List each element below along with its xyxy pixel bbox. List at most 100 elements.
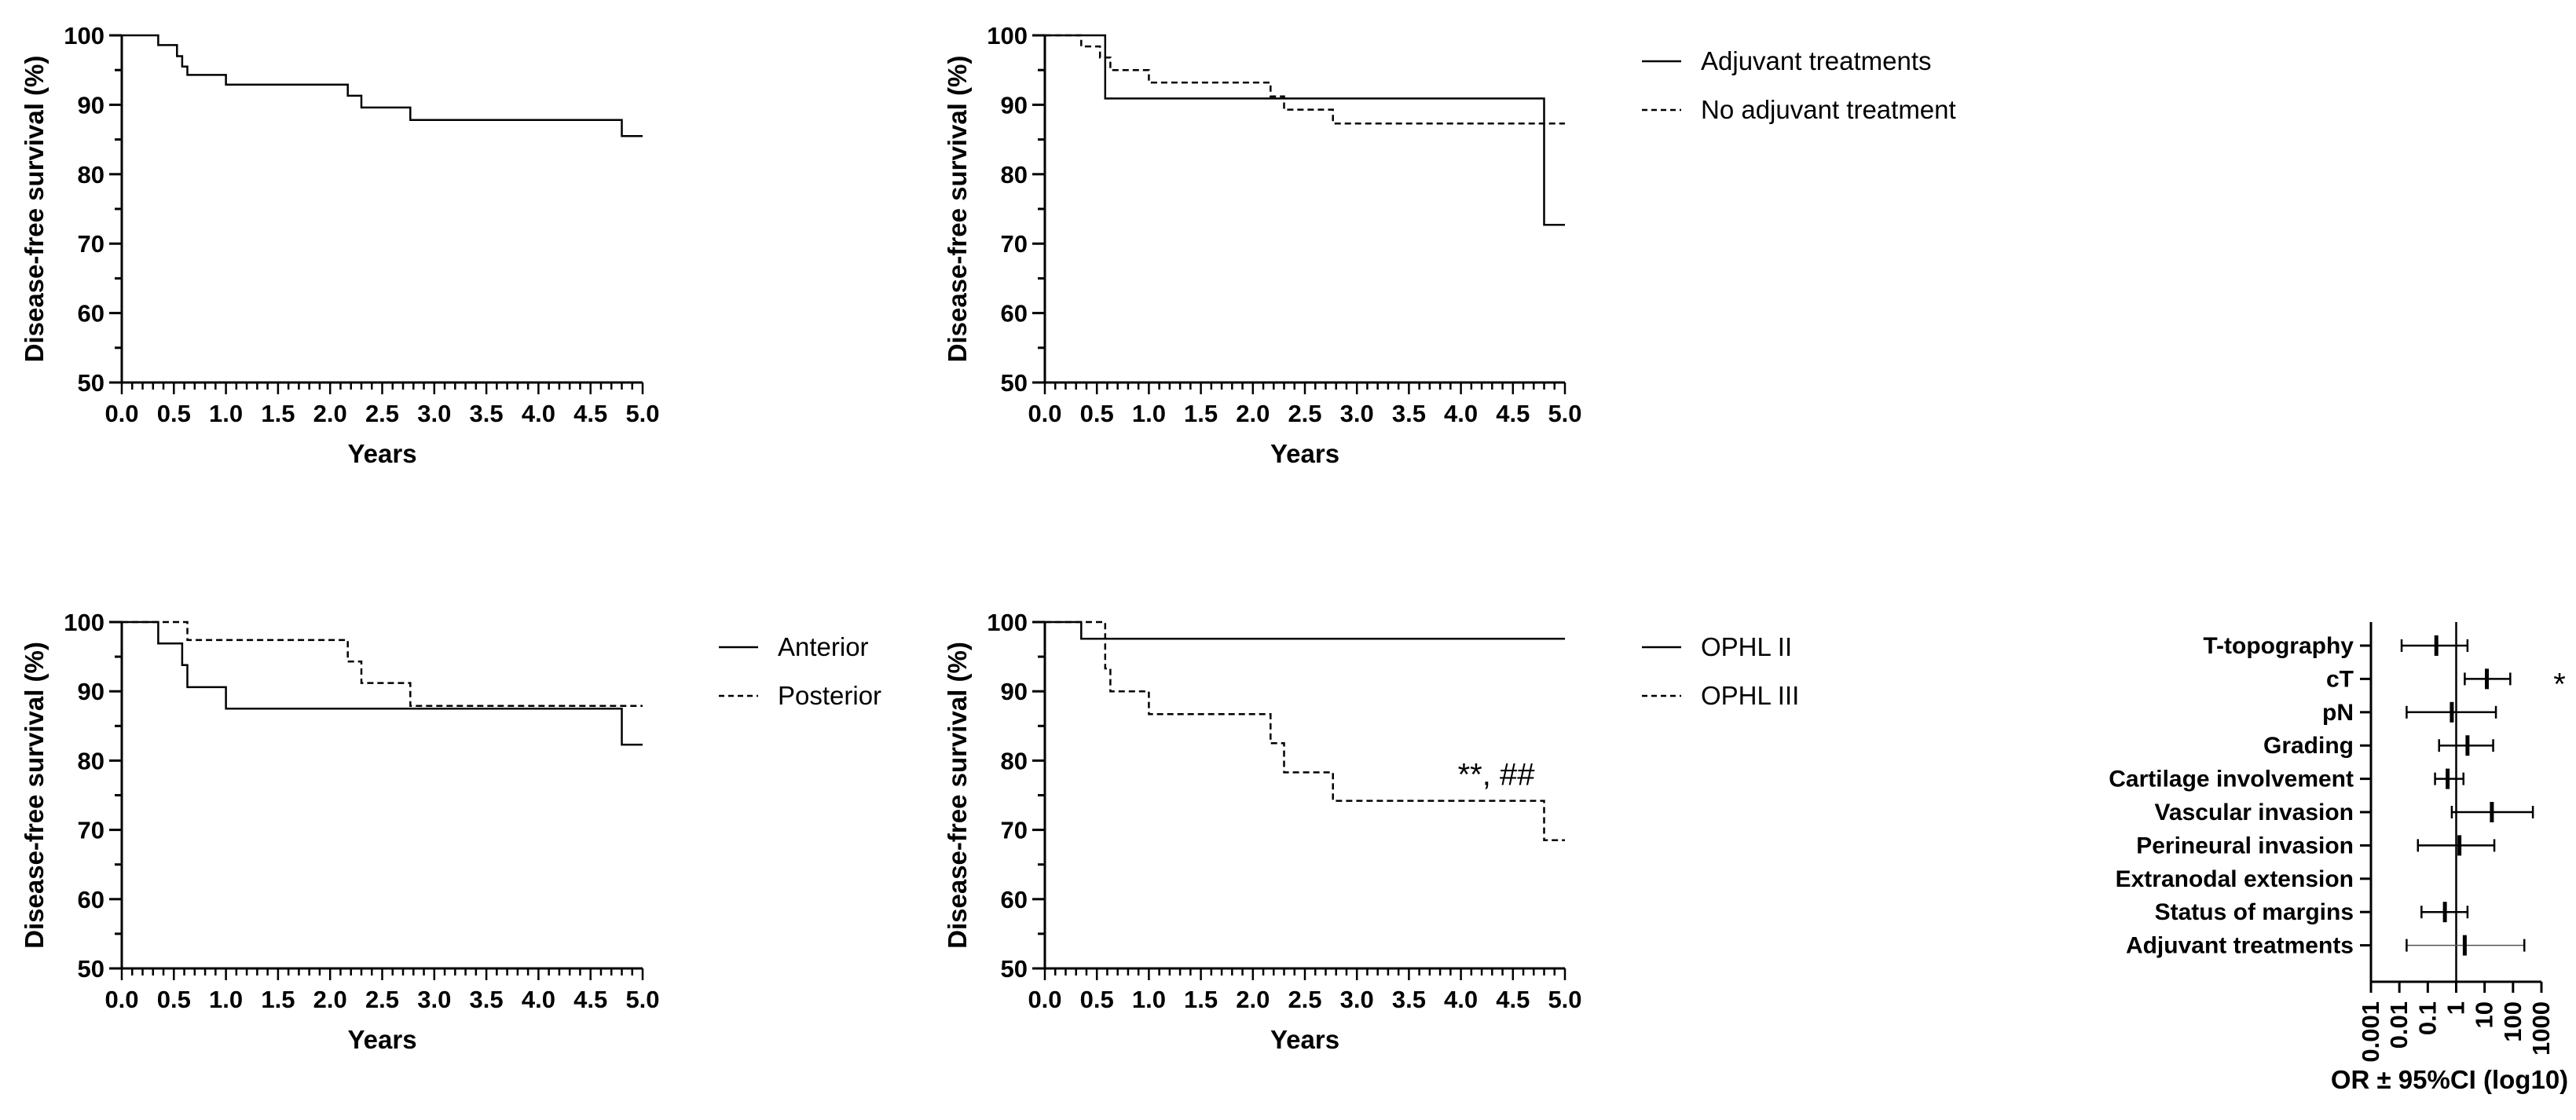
y-tick-label: 50 [78, 955, 104, 983]
x-tick-label: 2.0 [1236, 986, 1270, 1013]
x-tick-label: 1.0 [209, 400, 243, 427]
x-tick-label: 5.0 [625, 986, 659, 1013]
y-tick-label: 90 [1001, 91, 1028, 119]
x-tick-label: 3.5 [1392, 986, 1426, 1013]
forest-category-label: Adjuvant treatments [2126, 933, 2354, 959]
y-tick-label: 60 [1001, 886, 1028, 913]
x-tick-label: 0.5 [1080, 986, 1114, 1013]
x-tick-label: 1.5 [261, 986, 295, 1013]
x-tick-label: 3.5 [1392, 400, 1426, 427]
y-tick-label: 50 [1001, 369, 1028, 397]
y-tick-label: 50 [1001, 955, 1028, 983]
y-tick-label: 80 [1001, 161, 1028, 188]
y-tick-label: 100 [64, 22, 104, 49]
forest-category-label: Vascular invasion [2155, 800, 2354, 825]
y-tick-label: 80 [1001, 747, 1028, 774]
y-tick-label: 80 [78, 161, 104, 188]
survival-curve-ophl-ii [1045, 620, 1565, 640]
x-axis-label: Years [1270, 1025, 1339, 1054]
y-tick-label: 70 [78, 230, 104, 258]
legend-label: Posterior [778, 681, 881, 710]
x-axis-label: Years [347, 1025, 416, 1054]
forest-category-label: Grading [2263, 733, 2354, 759]
forest-category-label: Cartilage involvement [2109, 767, 2354, 792]
x-tick-label: 2.5 [365, 400, 399, 427]
y-tick-label: 100 [987, 609, 1028, 636]
x-tick-label: 5.0 [1548, 986, 1581, 1013]
forest-category-label: Status of margins [2155, 899, 2354, 925]
forest-x-tick-label: 0.1 [2413, 1001, 2441, 1035]
y-tick-label: 60 [78, 886, 104, 913]
legend-label: No adjuvant treatment [1701, 95, 1956, 124]
forest-x-tick-label: 100 [2499, 1001, 2527, 1042]
forest-x-tick-label: 1000 [2527, 1001, 2555, 1056]
y-tick-label: 50 [78, 369, 104, 397]
forest-category-label: Extranodal extension [2116, 866, 2354, 892]
x-tick-label: 2.0 [1236, 400, 1270, 427]
y-tick-label: 100 [64, 609, 104, 636]
survival-curve-no-adjuvant-treatment [1045, 34, 1565, 125]
significance-annotation: **, ## [1458, 757, 1536, 792]
forest-category-label: cT [2326, 666, 2354, 692]
x-tick-label: 5.0 [1548, 400, 1581, 427]
x-tick-label: 1.0 [209, 986, 243, 1013]
forest-x-axis-label: OR ± 95%CI (log10) [2331, 1065, 2568, 1094]
x-tick-label: 0.0 [1028, 400, 1061, 427]
x-tick-label: 1.5 [1184, 400, 1218, 427]
x-tick-label: 3.0 [1340, 986, 1374, 1013]
x-tick-label: 4.5 [573, 986, 607, 1013]
x-tick-label: 4.0 [1444, 400, 1478, 427]
y-axis-label: Disease-free survival (%) [943, 56, 972, 363]
x-tick-label: 0.5 [1080, 400, 1114, 427]
survival-curve-anterior [122, 620, 643, 746]
x-tick-label: 3.0 [417, 986, 451, 1013]
x-axis-label: Years [1270, 439, 1339, 468]
forest-category-label: pN [2322, 700, 2354, 726]
x-tick-label: 5.0 [625, 400, 659, 427]
y-axis-label: Disease-free survival (%) [943, 642, 972, 949]
forest-x-tick-label: 0.001 [2357, 1001, 2384, 1063]
x-tick-label: 0.0 [104, 400, 138, 427]
legend-label: OPHL II [1701, 632, 1792, 661]
y-axis-label: Disease-free survival (%) [20, 642, 49, 949]
legend-label: Anterior [778, 632, 869, 661]
x-tick-label: 0.0 [104, 986, 138, 1013]
y-tick-label: 60 [1001, 300, 1028, 328]
x-tick-label: 4.0 [522, 986, 555, 1013]
y-tick-label: 60 [78, 300, 104, 328]
survival-curve-posterior [122, 620, 643, 707]
x-tick-label: 1.5 [261, 400, 295, 427]
x-tick-label: 2.5 [365, 986, 399, 1013]
x-tick-label: 0.5 [157, 400, 191, 427]
forest-x-tick-label: 1 [2442, 1001, 2470, 1015]
forest-x-tick-label: 10 [2471, 1001, 2498, 1028]
y-tick-label: 90 [78, 91, 104, 119]
x-tick-label: 4.0 [1444, 986, 1478, 1013]
x-tick-label: 4.5 [1496, 986, 1530, 1013]
y-tick-label: 80 [78, 747, 104, 774]
survival-curve-ophl-iii [1045, 620, 1565, 842]
x-tick-label: 1.0 [1132, 400, 1166, 427]
x-tick-label: 1.0 [1132, 986, 1166, 1013]
y-tick-label: 90 [78, 678, 104, 705]
y-tick-label: 70 [1001, 230, 1028, 258]
survival-curve-all-patients [122, 34, 643, 137]
legend-label: Adjuvant treatments [1701, 46, 1932, 75]
x-tick-label: 4.5 [573, 400, 607, 427]
forest-category-label: T-topography [2203, 633, 2354, 659]
forest-x-tick-label: 0.01 [2385, 1001, 2413, 1049]
significance-marker: * [2553, 667, 2566, 701]
x-tick-label: 2.5 [1288, 400, 1321, 427]
y-tick-label: 90 [1001, 678, 1028, 705]
x-tick-label: 3.5 [470, 400, 504, 427]
x-axis-label: Years [347, 439, 416, 468]
x-tick-label: 4.5 [1496, 400, 1530, 427]
x-tick-label: 2.0 [313, 986, 347, 1013]
y-tick-label: 70 [78, 817, 104, 844]
x-tick-label: 1.5 [1184, 986, 1218, 1013]
x-tick-label: 3.0 [1340, 400, 1374, 427]
x-tick-label: 4.0 [522, 400, 555, 427]
forest-category-label: Perineural invasion [2136, 833, 2354, 858]
x-tick-label: 0.5 [157, 986, 191, 1013]
